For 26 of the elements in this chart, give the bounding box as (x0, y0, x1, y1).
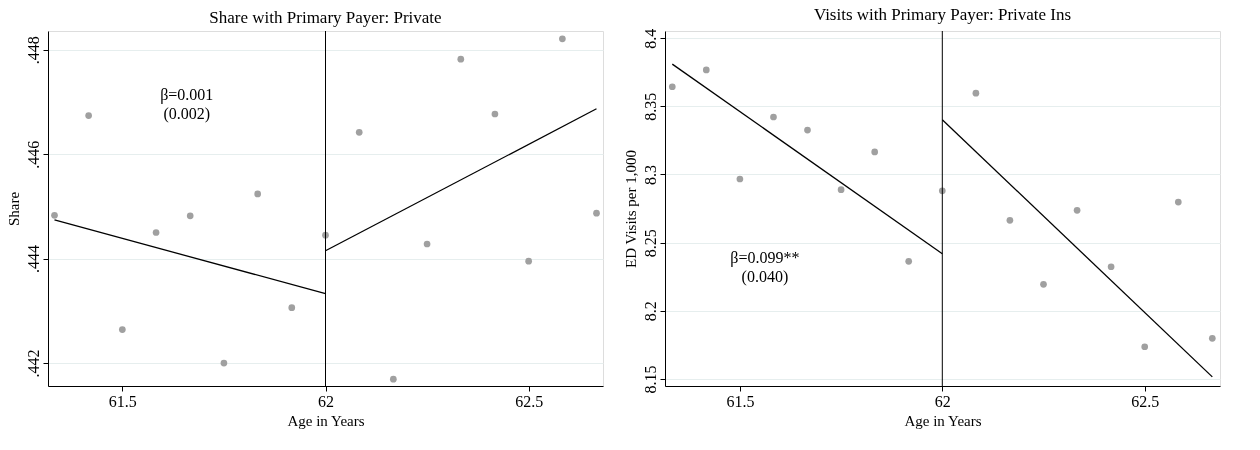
y-axis-title: ED Visits per 1,000 (622, 150, 639, 268)
x-axis-title: Age in Years (287, 412, 365, 429)
annotation: (0.040) (741, 268, 789, 287)
y-tick-label: 8.35 (641, 92, 659, 121)
x-tick-label: 61.5 (726, 392, 755, 410)
y-tick-label: 8.2 (641, 301, 659, 322)
y-tick-label: 8.25 (641, 229, 659, 258)
annotation: β=0.001 (160, 85, 214, 104)
x-tick-label: 62.5 (515, 392, 544, 410)
chart-title: Visits with Primary Payer: Private Ins (813, 5, 1072, 25)
y-tick-label: 8.15 (641, 365, 659, 394)
annotation: β=0.099** (730, 249, 800, 268)
y-tick-label: .448 (24, 36, 42, 65)
y-tick-label: .446 (24, 140, 42, 169)
x-tick-label: 61.5 (108, 392, 137, 410)
x-tick-label: 62 (934, 392, 951, 410)
chart-title: Share with Primary Payer: Private (209, 7, 442, 27)
y-axis-title: Share (5, 191, 22, 227)
y-tick-label: 8.4 (641, 28, 659, 49)
annotation: (0.002) (163, 104, 211, 123)
y-tick-label: .444 (24, 245, 42, 274)
y-tick-label: 8.3 (641, 165, 659, 185)
x-tick-label: 62 (318, 392, 334, 410)
x-axis-title: Age in Years (904, 412, 982, 429)
x-tick-label: 62.5 (1131, 392, 1160, 410)
y-tick-label: .442 (24, 349, 42, 378)
